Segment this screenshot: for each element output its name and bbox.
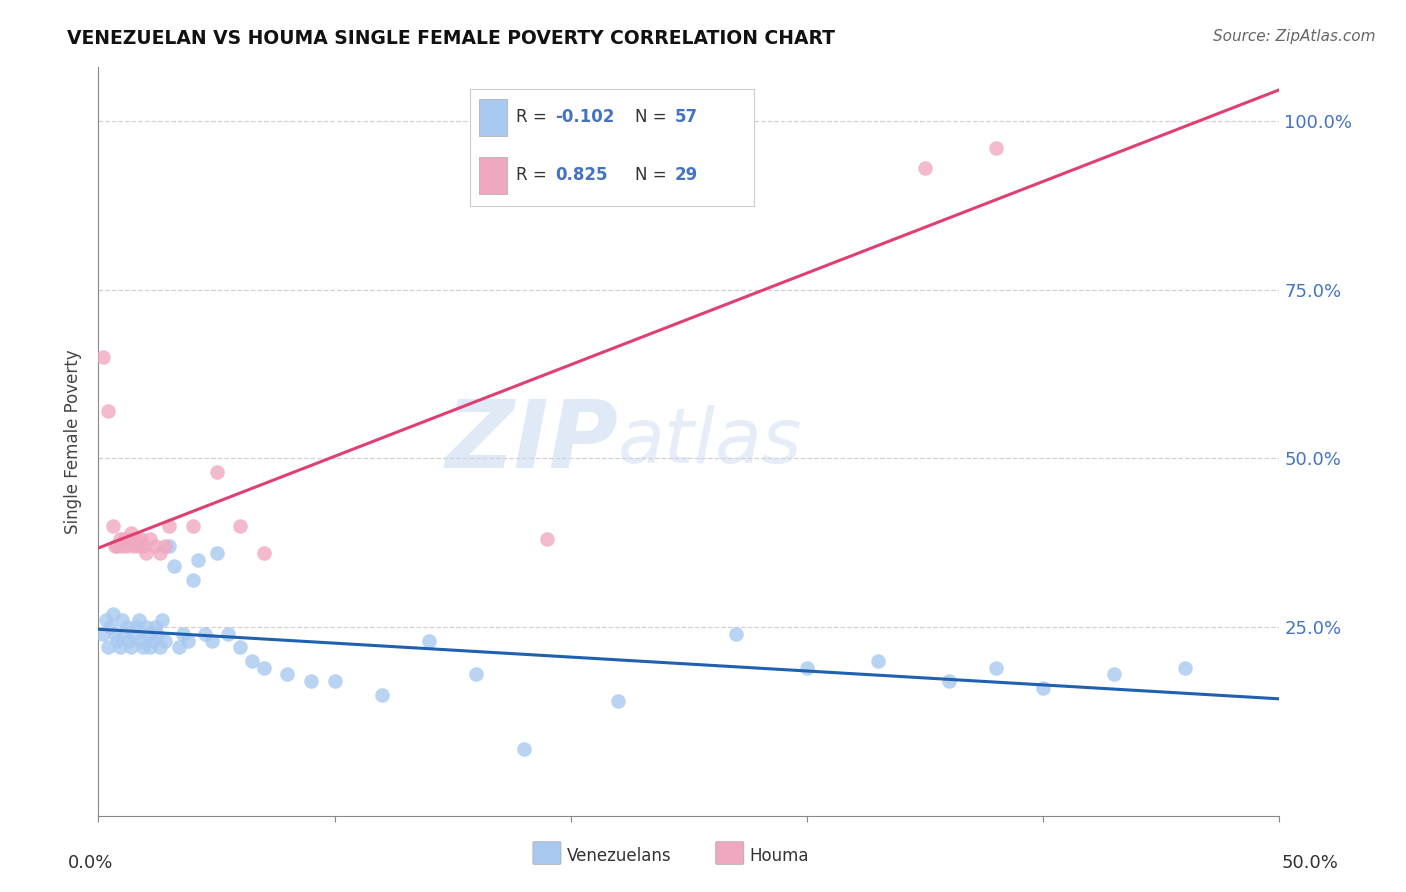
Text: 0.0%: 0.0% [67,855,112,872]
Point [139,640,162,655]
Point [142,633,165,648]
Point [105,633,128,648]
Point [111,614,134,628]
Point [177,633,200,648]
Point [796,661,818,675]
Point [97,404,120,418]
Point [150,614,173,628]
Point [149,546,172,560]
Point [118,633,141,648]
Point [984,141,1007,155]
Point [217,627,239,641]
Point [111,539,134,553]
Point [194,627,217,641]
Point [205,546,228,560]
Point [143,620,166,634]
Point [866,654,889,668]
Point [149,640,172,655]
Point [122,539,145,553]
Point [163,559,186,574]
Point [122,627,145,641]
Point [1102,667,1125,681]
Text: Source: ZipAtlas.com: Source: ZipAtlas.com [1212,29,1375,44]
Point [104,627,127,641]
Point [205,465,228,479]
Point [121,640,143,655]
Point [125,620,148,634]
Point [146,627,169,641]
Point [104,539,127,553]
Point [132,640,155,655]
Point [135,546,157,560]
Point [229,640,252,655]
Y-axis label: Single Female Poverty: Single Female Poverty [65,350,83,533]
Point [98,620,121,634]
Point [253,546,276,560]
Point [121,525,143,540]
Point [118,533,141,547]
Point [172,627,194,641]
Point [136,627,159,641]
Point [101,607,124,621]
Point [201,633,224,648]
Point [371,688,394,702]
Point [153,633,176,648]
Point [299,674,322,689]
Point [91,350,114,364]
Point [187,552,209,566]
Point [112,533,135,547]
Point [323,674,346,689]
Point [135,620,157,634]
Point [607,694,630,708]
Text: ZIP: ZIP [446,395,619,488]
Point [984,661,1007,675]
Point [157,519,180,533]
Point [91,627,114,641]
Point [108,640,131,655]
Point [512,741,534,756]
Point [128,539,150,553]
Point [418,633,440,648]
Point [115,539,138,553]
Point [465,667,488,681]
Point [725,627,748,641]
Point [157,539,180,553]
Point [167,640,190,655]
Point [229,519,252,533]
Point [97,640,120,655]
Point [181,519,204,533]
Point [128,614,150,628]
Point [108,533,131,547]
Point [253,661,276,675]
Text: VENEZUELAN VS HOUMA SINGLE FEMALE POVERTY CORRELATION CHART: VENEZUELAN VS HOUMA SINGLE FEMALE POVERT… [67,29,835,47]
Text: Venezuelans: Venezuelans [567,847,671,865]
Point [139,533,162,547]
Point [536,533,558,547]
Text: atlas: atlas [619,405,803,478]
Point [105,539,128,553]
Point [143,539,166,553]
Text: 50.0%: 50.0% [1282,855,1339,872]
Point [112,627,135,641]
Point [914,161,936,176]
Point [938,674,960,689]
Point [115,620,138,634]
Point [240,654,263,668]
Text: Houma: Houma [749,847,808,865]
Point [276,667,298,681]
Point [94,614,117,628]
Point [132,539,155,553]
Point [101,519,124,533]
Point [153,539,176,553]
Point [181,573,204,587]
Point [129,633,152,648]
Point [129,533,152,547]
Point [125,533,148,547]
Point [1174,661,1197,675]
Point [1032,681,1054,695]
